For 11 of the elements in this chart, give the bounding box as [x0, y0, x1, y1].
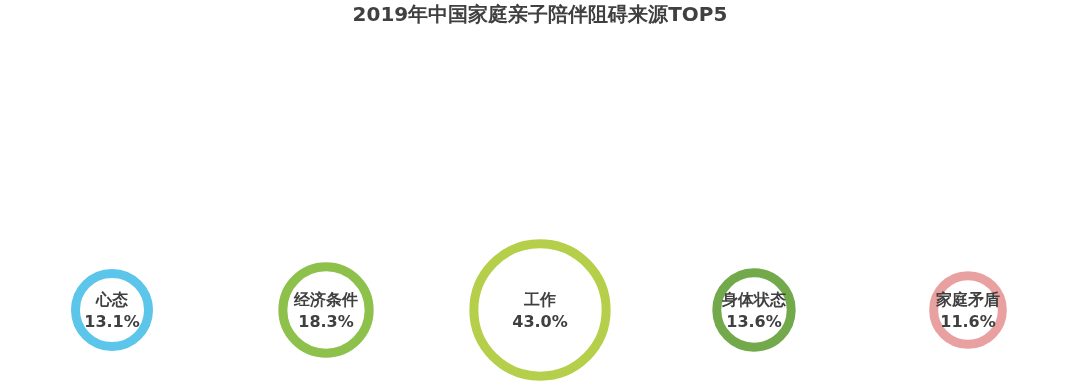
data-label: 13.1%: [84, 312, 140, 331]
data-label: 18.3%: [298, 312, 354, 331]
data-label: 43.0%: [512, 312, 568, 331]
category-label: 心态: [95, 290, 128, 309]
data-label: 13.6%: [726, 312, 782, 331]
text: 2019年中国家庭亲子陪伴阻碍来源TOP5: [352, 2, 728, 26]
category-label: 工作: [523, 290, 556, 309]
category-label: 身体状态: [721, 290, 786, 309]
category-label: 经济条件: [293, 290, 358, 309]
data-label: 11.6%: [940, 312, 996, 331]
category-label: 家庭矛盾: [935, 290, 1000, 309]
